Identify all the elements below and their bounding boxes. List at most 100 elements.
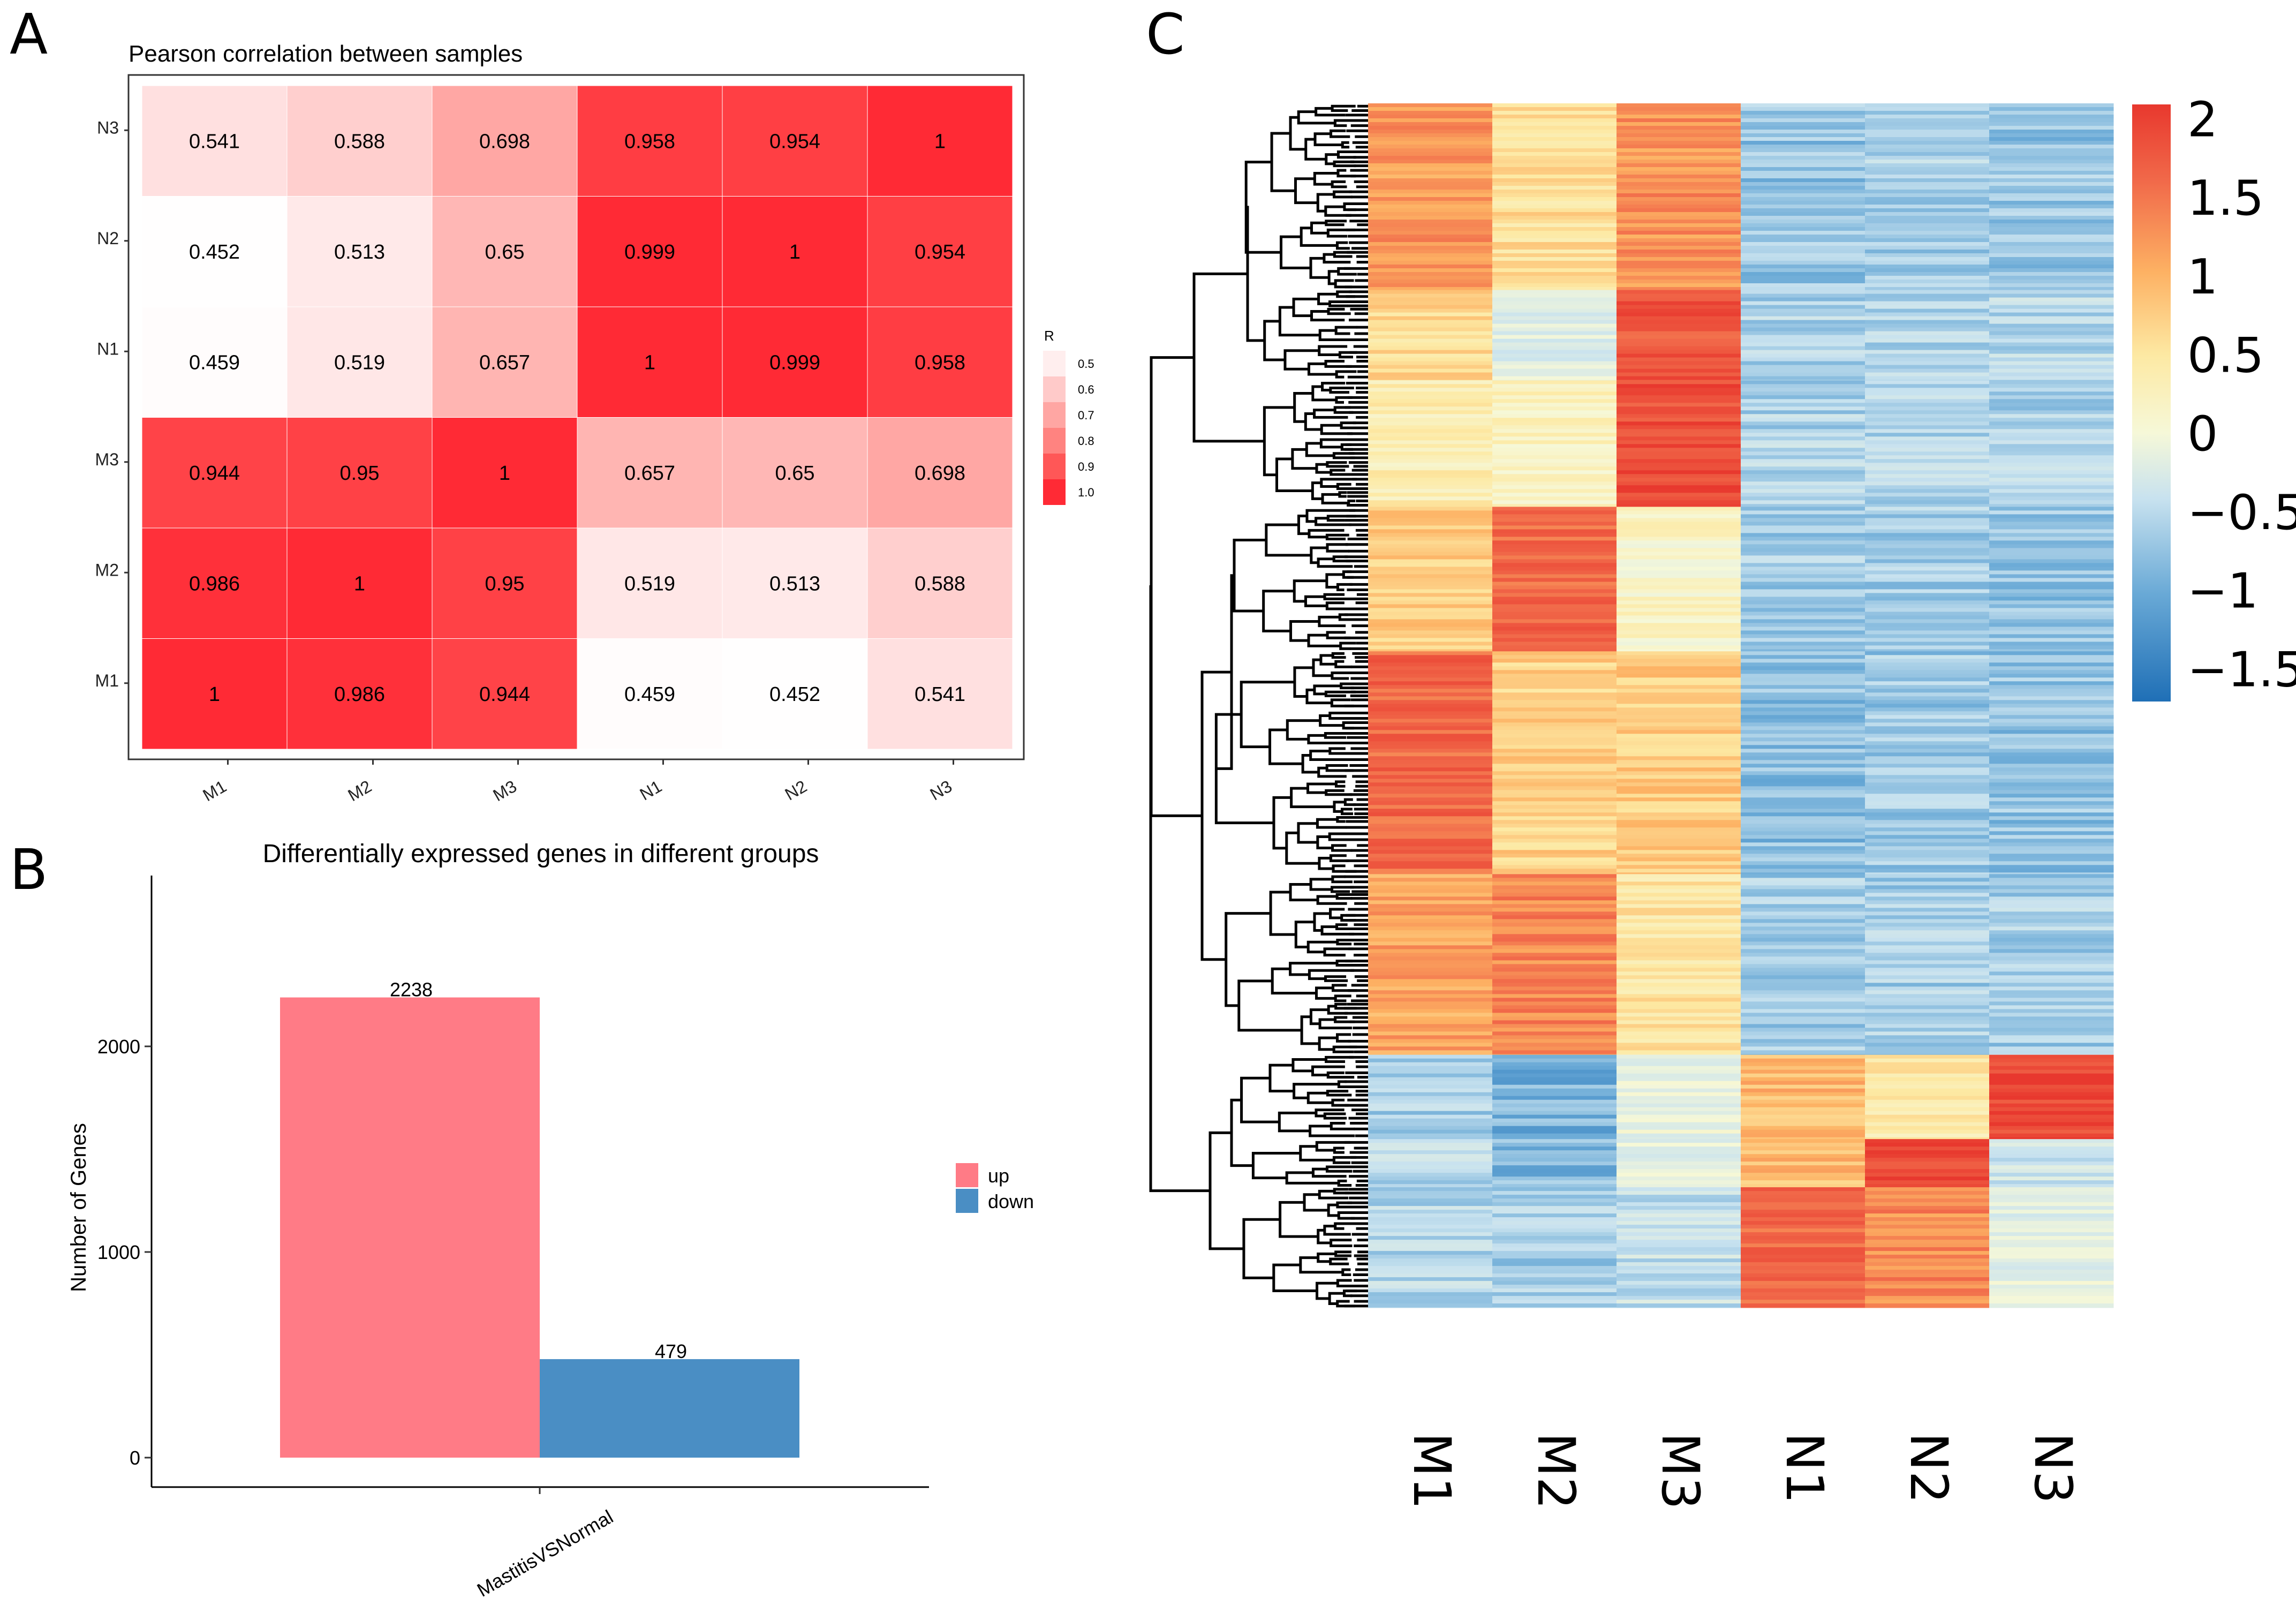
heatmap-cell <box>1617 193 1741 198</box>
heatmap-cell <box>1741 316 1865 321</box>
heatmap-cell <box>1741 797 1865 802</box>
heatmap-cell <box>1741 1213 1865 1218</box>
dendrogram-branch <box>1327 307 1351 315</box>
heatmap-cell <box>1865 1292 1990 1296</box>
heatmap-cell <box>1865 481 1990 486</box>
dendrogram-branch <box>1313 684 1341 696</box>
heatmap-cell <box>1865 346 1990 351</box>
corr-y-tick-label: M3 <box>95 450 119 469</box>
heatmap-cell <box>1865 986 1990 991</box>
heatmap-cell <box>1368 1247 1493 1251</box>
heatmap-cell <box>1617 953 1741 957</box>
heatmap-cell <box>1492 208 1617 213</box>
dendrogram-branch <box>1335 370 1357 379</box>
heatmap-cell <box>1989 1147 2114 1151</box>
heatmap-cell <box>1989 1005 2114 1009</box>
heatmap-cell <box>1865 567 1990 571</box>
heatmap-cell <box>1368 1150 1493 1155</box>
heatmap-cell <box>1617 919 1741 923</box>
heatmap-cell <box>1989 861 2114 865</box>
dendrogram-branch <box>1293 579 1327 603</box>
dendrogram-branch <box>1280 235 1311 269</box>
heatmap-cell <box>1617 1262 1741 1266</box>
heatmap-cell <box>1989 835 2114 839</box>
corr-cell <box>141 306 288 418</box>
heatmap-cell <box>1741 297 1865 302</box>
panel-a-letter: A <box>10 2 48 67</box>
heatmap-cell <box>1989 290 2114 295</box>
heatmap-cell <box>1617 1143 1741 1147</box>
heatmap-cell <box>1741 466 1865 471</box>
heatmap-cell <box>1617 1054 1741 1059</box>
heatmap-column-label: N1 <box>1774 1432 1834 1504</box>
heatmap-cell <box>1617 399 1741 403</box>
heatmap-cell <box>1865 956 1990 961</box>
heatmap-cell <box>1368 133 1493 138</box>
heatmap-cell <box>1368 563 1493 567</box>
heatmap-cell <box>1492 474 1617 478</box>
heatmap-cell <box>1368 429 1493 433</box>
panel-c: C M1 M2 M3 N1 N2 N3 21.510.50−0.5−1−1.5 <box>1146 2 2296 1510</box>
heatmap-cell <box>1989 885 2114 889</box>
heatmap-cell <box>1492 353 1617 358</box>
heatmap-cell <box>1368 152 1493 156</box>
heatmap-cell <box>1368 540 1493 545</box>
heatmap-cell <box>1368 861 1493 865</box>
heatmap-cell <box>1989 767 2114 772</box>
heatmap-cell <box>1492 578 1617 582</box>
heatmap-cell <box>1865 1133 1990 1138</box>
heatmap-cell <box>1865 854 1990 858</box>
heatmap-cell <box>1989 790 2114 794</box>
heatmap-cell <box>1492 998 1617 1002</box>
heatmap-cell <box>1865 518 1990 522</box>
heatmap-cell <box>1741 926 1865 931</box>
heatmap-cell <box>1368 276 1493 280</box>
heatmap-cell <box>1492 297 1617 302</box>
heatmap-cell <box>1617 893 1741 897</box>
heatmap-cell <box>1741 1035 1865 1039</box>
heatmap-cell <box>1865 175 1990 179</box>
heatmap-cell <box>1368 235 1493 239</box>
heatmap-cell <box>1865 597 1990 601</box>
heatmap-cell <box>1865 1126 1990 1130</box>
heatmap-cell <box>1492 466 1617 471</box>
dendrogram-branch <box>1326 1071 1355 1079</box>
corr-cell-value: 0.588 <box>334 130 385 153</box>
heatmap-cell <box>1492 649 1617 652</box>
heatmap-cell <box>1492 1228 1617 1233</box>
heatmap-cell <box>1617 767 1741 772</box>
heatmap-cell <box>1368 722 1493 727</box>
heatmap-cell <box>1741 908 1865 912</box>
heatmap-cell <box>1865 261 1990 265</box>
heatmap-cell <box>1492 1028 1617 1032</box>
heatmap-cell <box>1492 659 1617 663</box>
heatmap-cell <box>1865 1161 1990 1166</box>
heatmap-cell <box>1492 510 1617 515</box>
heatmap-cell <box>1492 872 1617 874</box>
heatmap-cell <box>1368 854 1493 858</box>
heatmap-cell <box>1617 1005 1741 1009</box>
heatmap-cell <box>1492 357 1617 362</box>
heatmap-cell <box>1492 786 1617 790</box>
heatmap-cell <box>1741 1303 1865 1308</box>
heatmap-cell <box>1368 979 1493 983</box>
heatmap-cell <box>1989 827 2114 832</box>
heatmap-cell <box>1368 1243 1493 1248</box>
heatmap-cell <box>1865 395 1990 399</box>
dendrogram-branch <box>1333 406 1354 414</box>
heatmap-cell <box>1492 1247 1617 1251</box>
heatmap-cell <box>1865 107 1990 111</box>
heatmap-cell <box>1492 619 1617 623</box>
heatmap-cell <box>1492 979 1617 983</box>
heatmap-cell <box>1368 1288 1493 1293</box>
heatmap-cell <box>1492 820 1617 824</box>
heatmap-cell <box>1741 388 1865 392</box>
heatmap-cell <box>1492 1088 1617 1093</box>
dendrogram-branch <box>1338 613 1356 621</box>
heatmap-cell <box>1368 220 1493 224</box>
heatmap-cell <box>1492 1137 1617 1140</box>
heatmap-cell <box>1617 990 1741 994</box>
heatmap-cell <box>1368 582 1493 586</box>
heatmap-cell <box>1492 881 1617 886</box>
heatmap-cell <box>1741 1020 1865 1024</box>
